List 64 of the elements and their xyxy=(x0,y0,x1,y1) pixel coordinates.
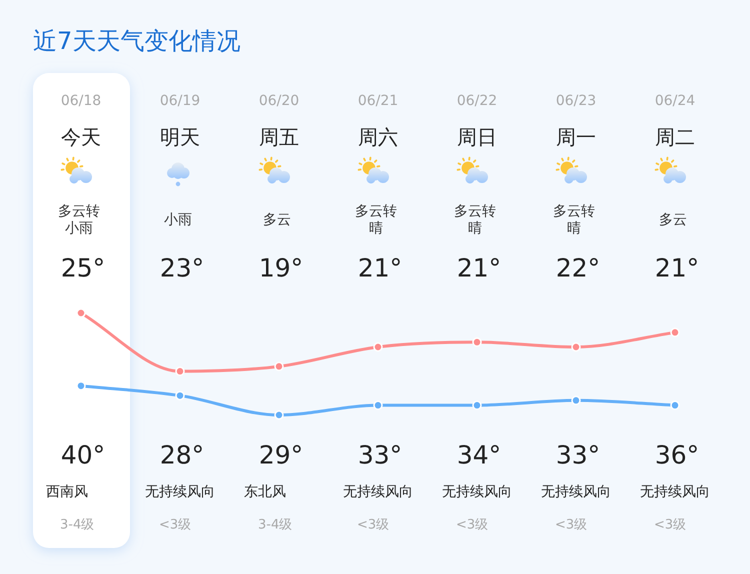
point xyxy=(472,400,482,410)
data-label: 36° xyxy=(654,440,700,470)
text: 无持续风向 xyxy=(343,484,413,500)
text: 周一 xyxy=(556,125,596,149)
text: 西南风 xyxy=(46,484,88,500)
text: 多云转小雨 xyxy=(58,204,100,236)
text: 无持续风向 xyxy=(442,484,512,500)
x-tick-label: 06/20 xyxy=(258,93,300,109)
data-label: 21° xyxy=(358,254,402,282)
text: 3-4级 xyxy=(60,518,94,532)
text: 多云 xyxy=(659,212,687,228)
point xyxy=(373,342,383,352)
text: <3级 xyxy=(555,518,588,532)
text: <3级 xyxy=(456,518,488,532)
data-label: 23° xyxy=(160,254,204,282)
data-label: 40° xyxy=(60,440,106,470)
text: 周五 xyxy=(259,125,299,149)
text: 多云转晴 xyxy=(355,204,397,236)
text: 无持续风向 xyxy=(640,484,710,500)
data-label: 21° xyxy=(456,254,502,282)
data-label: 25° xyxy=(60,254,106,282)
point xyxy=(274,410,284,420)
text: 周六 xyxy=(358,125,398,149)
point xyxy=(373,400,383,410)
data-label: 34° xyxy=(456,440,502,470)
point xyxy=(175,366,185,376)
point xyxy=(670,400,680,410)
data-label: 28° xyxy=(160,440,204,470)
text: 小雨 xyxy=(164,212,192,228)
point xyxy=(274,362,284,372)
point xyxy=(76,308,86,318)
x-tick-label: 06/19 xyxy=(160,93,200,109)
text: 无持续风向 xyxy=(145,484,215,500)
point xyxy=(76,381,86,391)
point xyxy=(670,328,680,338)
text: <3级 xyxy=(159,518,192,532)
text: 明天 xyxy=(160,125,200,149)
data-label: 22° xyxy=(556,254,600,282)
point xyxy=(175,390,185,400)
data-label: 29° xyxy=(258,440,304,470)
text: 今天 xyxy=(61,125,101,149)
text: <3级 xyxy=(357,518,390,532)
text: <3级 xyxy=(654,518,686,532)
text: 3-4级 xyxy=(258,518,292,532)
point xyxy=(571,396,581,406)
data-label: 33° xyxy=(556,440,600,470)
text: 周日 xyxy=(457,125,497,149)
chart-title: 近7天天气变化情况 xyxy=(33,27,240,55)
x-tick-label: 06/18 xyxy=(60,93,102,109)
text: 无持续风向 xyxy=(541,484,611,500)
data-label: 33° xyxy=(358,440,402,470)
text: 多云转晴 xyxy=(553,204,595,236)
x-tick-label: 06/24 xyxy=(654,93,696,109)
x-tick-label: 06/23 xyxy=(556,93,596,109)
x-tick-label: 06/21 xyxy=(358,93,398,109)
text: 东北风 xyxy=(244,484,286,500)
text: 周二 xyxy=(655,125,695,149)
point xyxy=(571,342,581,352)
text: 多云 xyxy=(263,212,291,228)
data-label: 21° xyxy=(654,254,700,282)
text: 多云转晴 xyxy=(454,204,496,236)
x-tick-label: 06/22 xyxy=(456,93,498,109)
data-label: 19° xyxy=(258,254,304,282)
point xyxy=(472,337,482,347)
